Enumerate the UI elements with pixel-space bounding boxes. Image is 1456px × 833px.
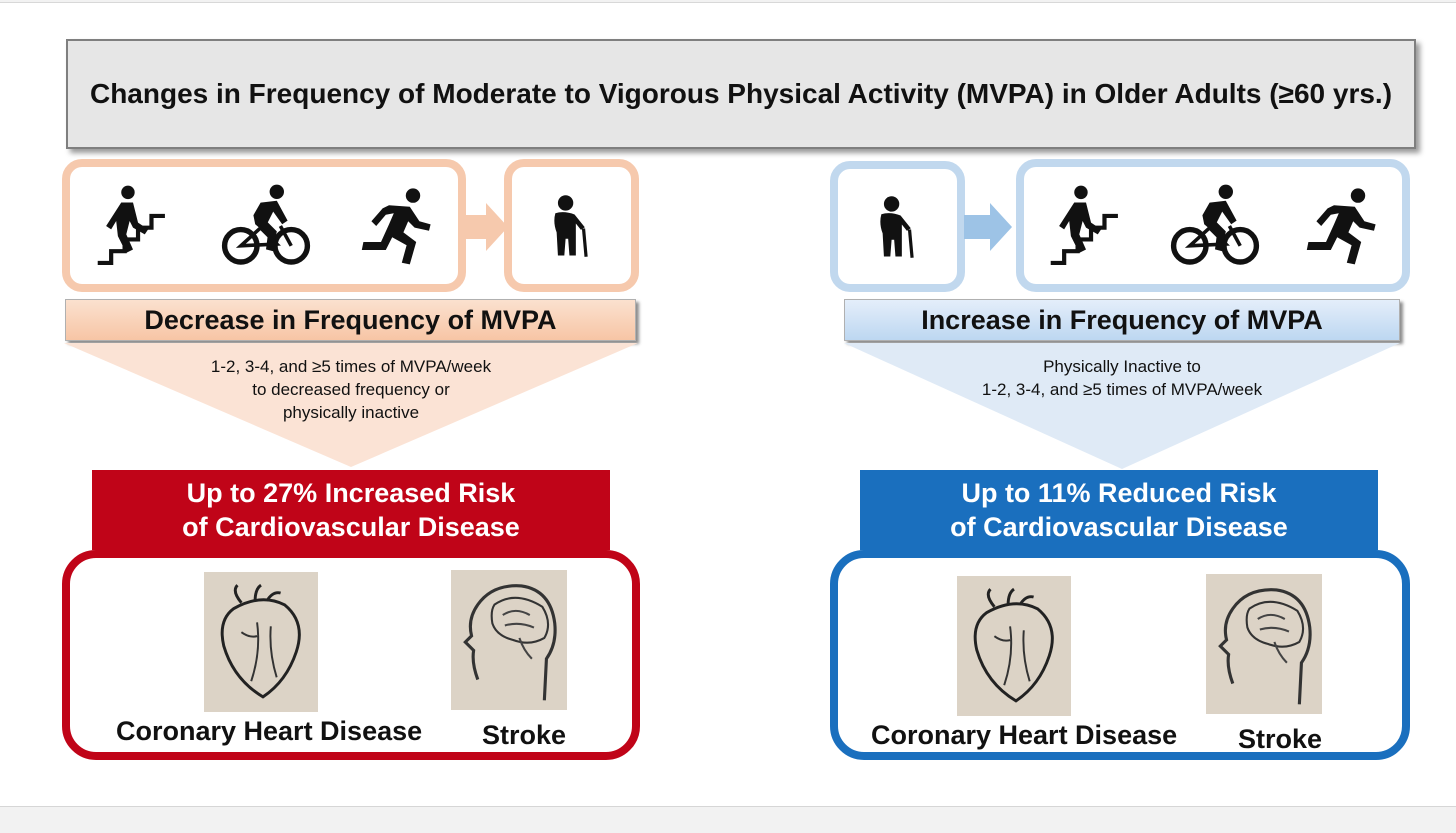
heart-icon bbox=[220, 583, 301, 699]
disease-label-stroke: Stroke bbox=[1238, 724, 1323, 754]
right-inactive-icon-box bbox=[830, 161, 965, 292]
left-risk-line2: of Cardiovascular Disease bbox=[182, 512, 520, 542]
diagram-canvas: Changes in Frequency of Moderate to Vigo… bbox=[0, 2, 1456, 807]
left-frequency-label: Decrease in Frequency of MVPA bbox=[65, 299, 636, 341]
brain-sketch-image bbox=[1206, 574, 1322, 714]
stairs-climber-icon bbox=[1044, 179, 1128, 273]
right-funnel-shape bbox=[844, 343, 1400, 469]
brain-icon bbox=[463, 584, 557, 702]
left-risk-banner: Up to 27% Increased Risk of Cardiovascul… bbox=[92, 470, 610, 550]
brain-icon bbox=[1218, 588, 1312, 706]
brain-sketch-image bbox=[451, 570, 567, 710]
stairs-climber-icon bbox=[91, 179, 175, 273]
heart-sketch-image bbox=[204, 572, 318, 712]
disease-label-stroke: Stroke bbox=[482, 720, 567, 750]
left-funnel-shape bbox=[64, 343, 638, 467]
runner-icon bbox=[357, 183, 437, 269]
left-description: 1-2, 3-4, and ≥5 times of MVPA/week to d… bbox=[210, 357, 492, 422]
left-inactive-icon-box bbox=[504, 159, 639, 292]
cyclist-icon bbox=[218, 181, 314, 271]
runner-icon bbox=[1302, 183, 1382, 269]
cyclist-icon bbox=[1167, 181, 1263, 271]
right-arrow-icon bbox=[964, 203, 1012, 251]
right-disease-box: Coronary Heart Disease Stroke bbox=[830, 550, 1410, 760]
right-risk-banner: Up to 11% Reduced Risk of Cardiovascular… bbox=[860, 470, 1378, 550]
right-active-icons-box bbox=[1016, 159, 1410, 292]
elderly-cane-icon bbox=[866, 182, 930, 272]
page-title: Changes in Frequency of Moderate to Vigo… bbox=[66, 39, 1416, 149]
right-risk-line1: Up to 11% Reduced Risk bbox=[961, 478, 1277, 508]
right-risk-line2: of Cardiovascular Disease bbox=[950, 512, 1288, 542]
elderly-cane-icon bbox=[540, 181, 604, 271]
disease-label-chd: Coronary Heart Disease bbox=[116, 716, 423, 746]
heart-icon bbox=[973, 587, 1054, 703]
left-arrow-icon bbox=[460, 203, 508, 251]
left-disease-box: Coronary Heart Disease Stroke bbox=[62, 550, 640, 760]
left-active-icons-box bbox=[62, 159, 466, 292]
left-risk-line1: Up to 27% Increased Risk bbox=[186, 478, 516, 508]
heart-sketch-image bbox=[957, 576, 1071, 716]
right-description: Physically Inactive to 1-2, 3-4, and ≥5 … bbox=[981, 357, 1263, 399]
disease-label-chd: Coronary Heart Disease bbox=[871, 720, 1178, 750]
right-frequency-label: Increase in Frequency of MVPA bbox=[844, 299, 1400, 341]
